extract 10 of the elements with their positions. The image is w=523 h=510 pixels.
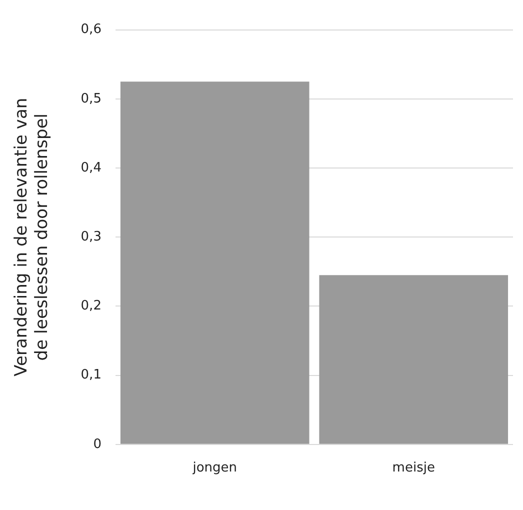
x-tick-label: jongen: [192, 460, 238, 476]
y-tick-label: 0,6: [80, 22, 102, 38]
y-tick-label: 0,1: [80, 368, 102, 383]
y-tick-label: 0,4: [80, 160, 102, 176]
x-tick-label: meisje: [392, 460, 435, 476]
y-tick-label: 0: [93, 436, 102, 452]
y-tick-label: 0,3: [80, 229, 102, 244]
y-tick-label: 0,5: [80, 91, 102, 106]
y-tick-label: 0,2: [80, 298, 102, 314]
y-axis-title: Verandering in de relevantie van de leeslessen door rollenspel: [12, 98, 52, 376]
